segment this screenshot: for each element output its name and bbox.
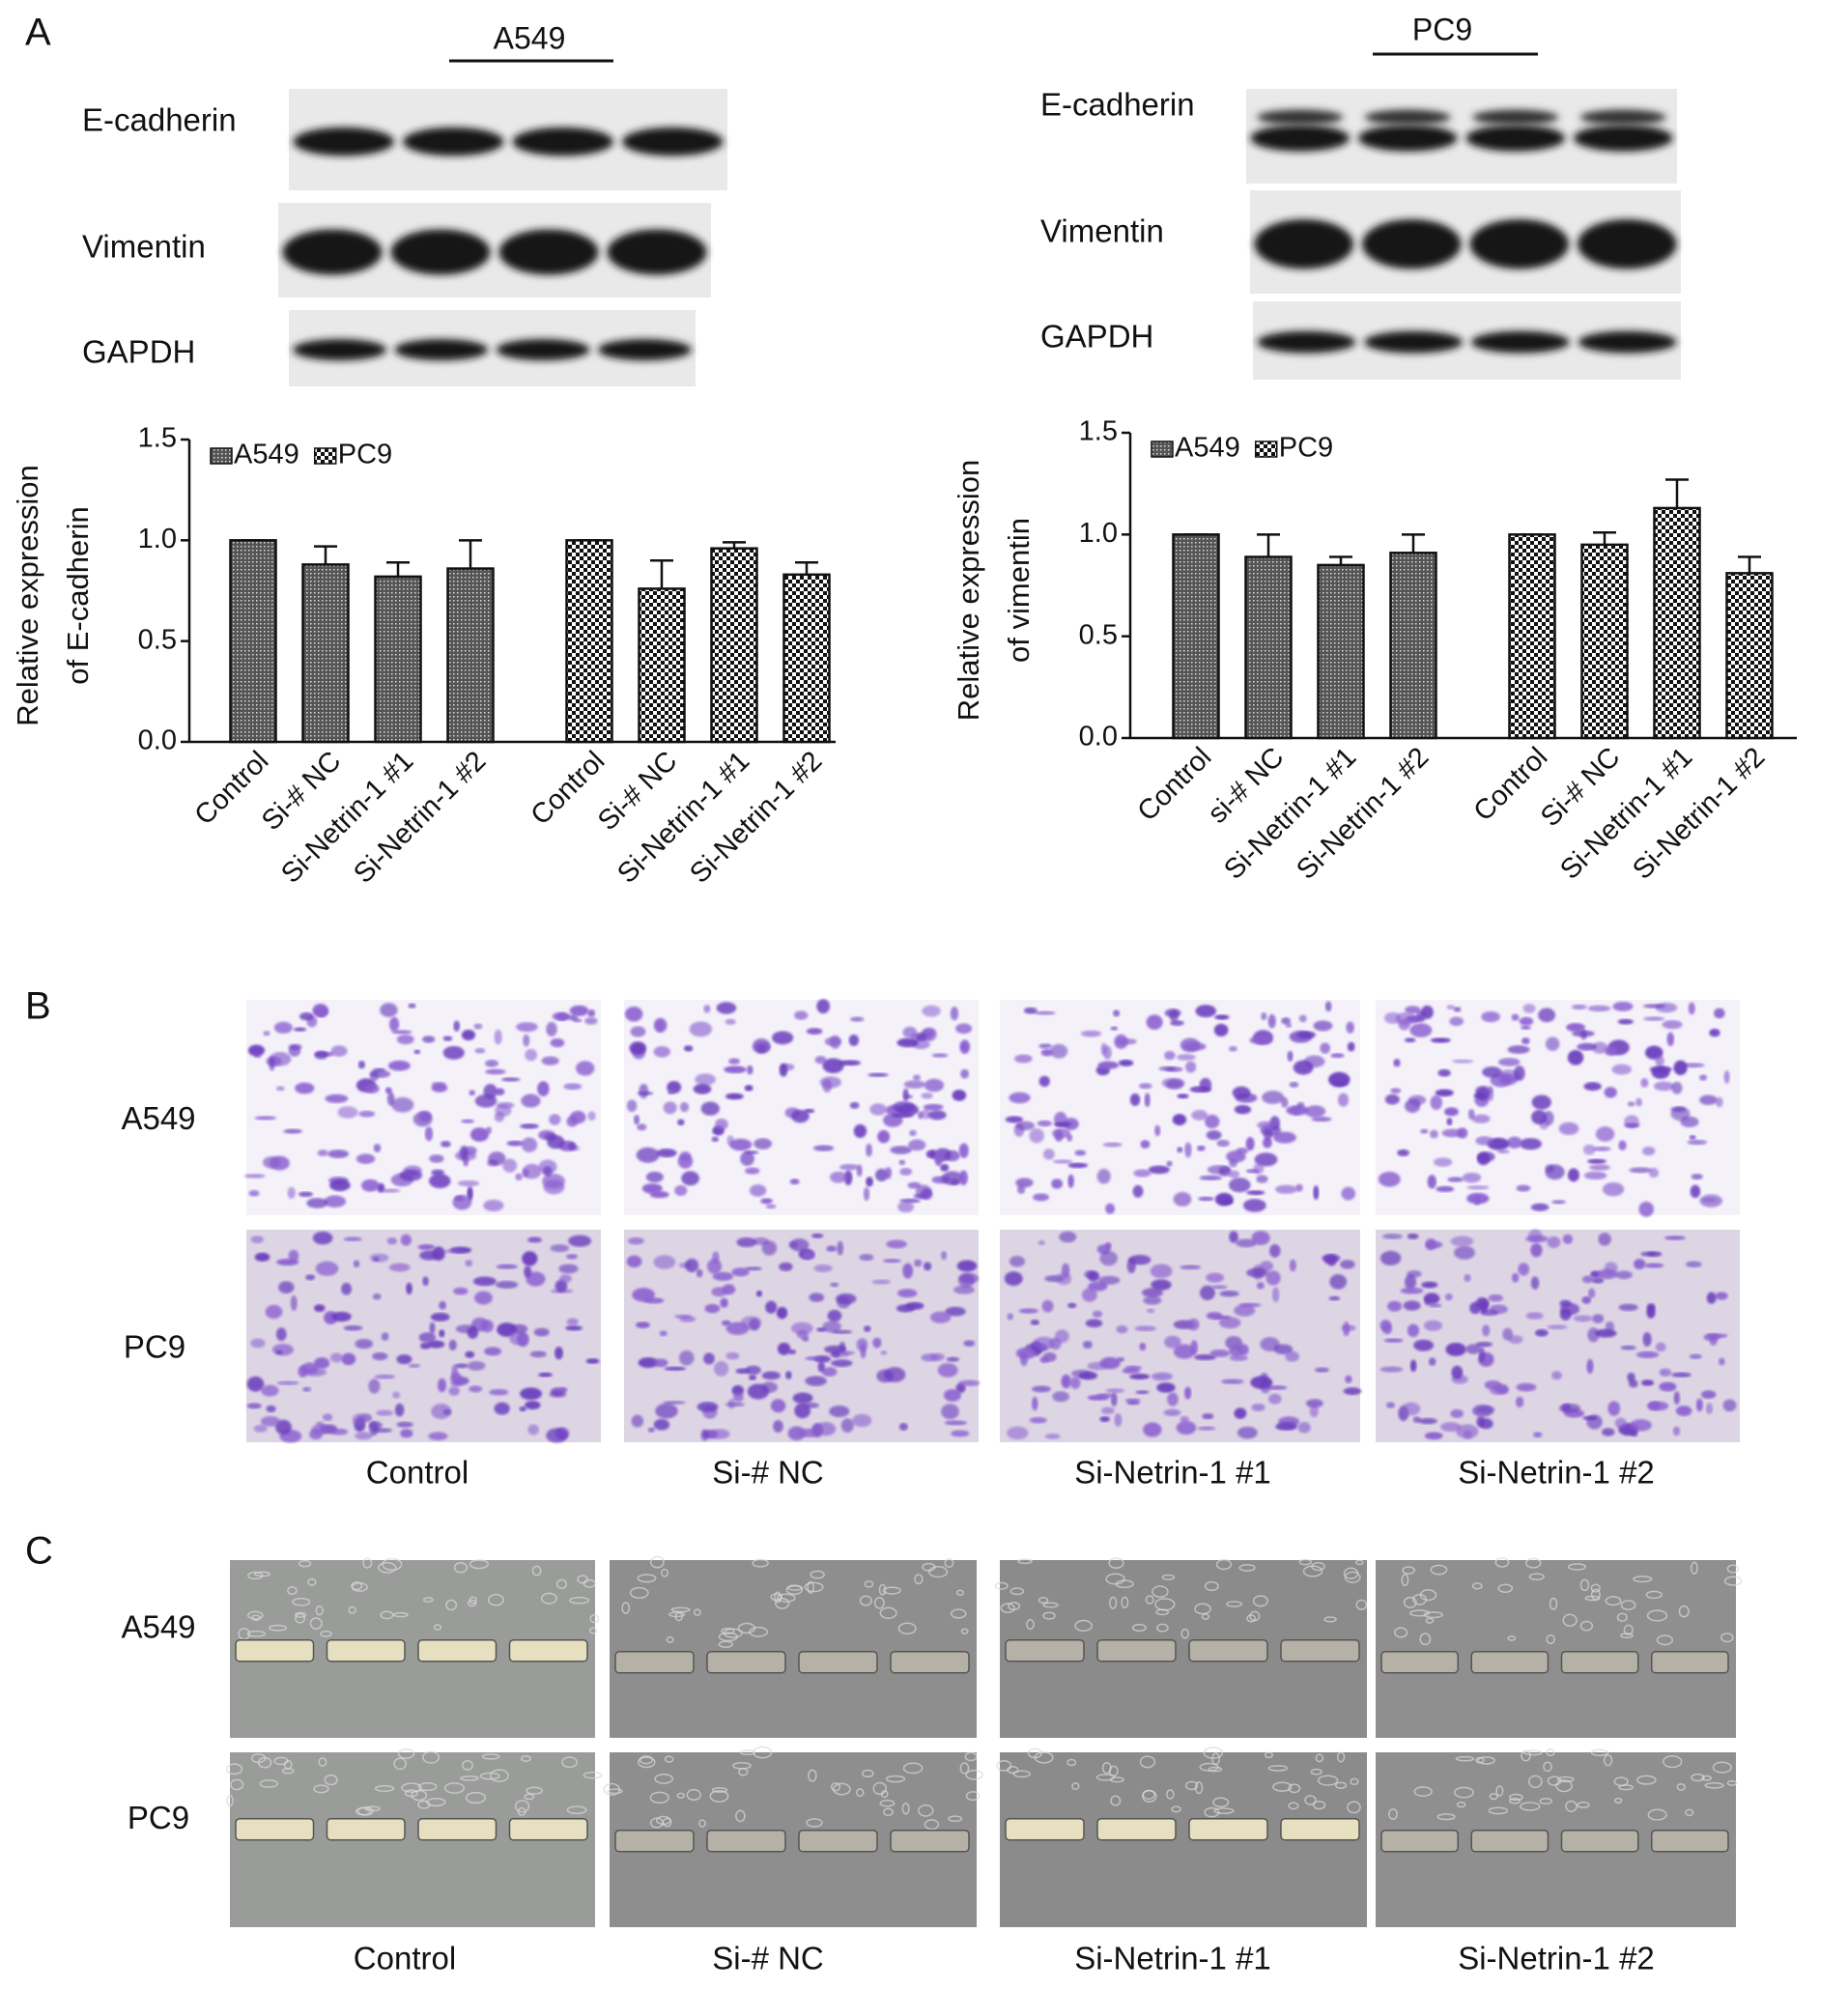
- y-tick-label: 0.5: [138, 624, 177, 655]
- y-axis-label: Relative expression: [952, 460, 985, 722]
- y-axis-label: of vimentin: [1002, 518, 1036, 663]
- legend-swatch: [210, 447, 233, 465]
- wound-image: [230, 1557, 600, 1738]
- column-label: Si-# NC: [712, 1455, 824, 1491]
- transwell-image: [1376, 1000, 1740, 1217]
- wound-image: [1376, 1557, 1743, 1738]
- bar: [1725, 572, 1774, 740]
- bar: [638, 587, 686, 744]
- bar: [1389, 552, 1437, 740]
- blot-row-label: Vimentin: [1040, 213, 1164, 249]
- y-tick-label: 0.0: [138, 725, 177, 756]
- blot-image: [289, 310, 696, 386]
- blot-row-label: GAPDH: [82, 334, 195, 370]
- x-tick-label: Si-Netrin-1 #2: [1291, 742, 1435, 886]
- row-label: PC9: [128, 1800, 189, 1835]
- wound-image: [1376, 1747, 1738, 1927]
- legend-label: A549: [234, 440, 299, 470]
- bar: [1317, 563, 1365, 740]
- y-tick-label: 1.0: [138, 524, 177, 554]
- bar: [782, 573, 831, 744]
- column-label: Si-# NC: [712, 1941, 824, 1976]
- blot-image: [289, 89, 727, 190]
- legend-swatch: [1151, 440, 1174, 458]
- x-tick-label: Si-Netrin-1 #2: [1627, 742, 1771, 886]
- x-tick-label: Control: [1132, 742, 1218, 828]
- y-tick-label: 0.5: [1079, 619, 1118, 650]
- wound-image: [610, 1555, 977, 1738]
- row-label: A549: [121, 1100, 195, 1136]
- blot-row-label: E-cadherin: [82, 102, 237, 138]
- blot-row-label: Vimentin: [82, 229, 206, 265]
- panel-label: A: [25, 12, 51, 54]
- bar: [301, 563, 350, 744]
- row-label: A549: [121, 1609, 195, 1645]
- x-tick-label: Si-Netrin-1 #2: [348, 746, 492, 890]
- wound-image: [225, 1747, 603, 1927]
- transwell-image: [1376, 1229, 1740, 1442]
- column-label: Si-Netrin-1 #2: [1458, 1455, 1655, 1491]
- bar: [1653, 506, 1701, 740]
- panel-label: C: [25, 1530, 53, 1573]
- blot-image: [278, 203, 711, 298]
- wound-image: [994, 1557, 1368, 1738]
- column-label: Si-Netrin-1 #1: [1074, 1455, 1271, 1491]
- wound-image: [996, 1747, 1367, 1927]
- bar: [1244, 555, 1293, 740]
- legend-swatch: [1254, 440, 1278, 458]
- transwell-image: [246, 1230, 601, 1443]
- y-tick-label: 0.0: [1079, 722, 1118, 753]
- y-tick-label: 1.5: [1079, 416, 1118, 447]
- y-axis-label: Relative expression: [11, 465, 44, 726]
- blot-cell-line: A549: [494, 20, 566, 55]
- y-axis-label: of E-cadherin: [61, 506, 95, 684]
- transwell-image: [1000, 1230, 1362, 1442]
- bar: [565, 539, 613, 744]
- bar: [1580, 543, 1629, 740]
- legend-label: PC9: [1279, 433, 1333, 464]
- bar: [710, 547, 758, 744]
- panel-label: B: [25, 985, 51, 1028]
- bar: [1508, 533, 1556, 740]
- legend-label: PC9: [338, 440, 392, 470]
- blot-row-label: GAPDH: [1040, 319, 1153, 355]
- bar: [1172, 533, 1220, 740]
- bar-chart: 0.0 0.5 1.0 1.5 Relative expression of viment…: [952, 416, 1797, 886]
- x-tick-label: Si-Netrin-1 #2: [684, 746, 828, 890]
- column-label: Control: [354, 1941, 456, 1976]
- y-tick-label: 1.0: [1079, 518, 1118, 549]
- transwell-image: [624, 1230, 981, 1442]
- wound-image: [603, 1746, 983, 1927]
- blot-image: [1250, 190, 1681, 294]
- transwell-image: [1000, 1000, 1360, 1215]
- legend-swatch: [313, 447, 337, 465]
- column-label: Si-Netrin-1 #1: [1074, 1941, 1271, 1976]
- blot-row-label: E-cadherin: [1040, 87, 1195, 123]
- column-label: Control: [366, 1455, 469, 1491]
- y-tick-label: 1.5: [138, 423, 177, 454]
- legend-label: A549: [1175, 433, 1240, 464]
- blot-image: [1246, 89, 1677, 184]
- bar: [229, 539, 277, 744]
- transwell-image: [243, 1000, 601, 1215]
- transwell-image: [624, 999, 979, 1215]
- blot-image: [1253, 301, 1681, 380]
- bar: [446, 567, 495, 744]
- column-label: Si-Netrin-1 #2: [1458, 1941, 1655, 1976]
- bar-chart: 0.0 0.5 1.0 1.5 Relative expression of E-cadh…: [11, 423, 836, 890]
- bar: [374, 575, 422, 744]
- blot-cell-line: PC9: [1412, 12, 1472, 46]
- row-label: PC9: [124, 1329, 185, 1365]
